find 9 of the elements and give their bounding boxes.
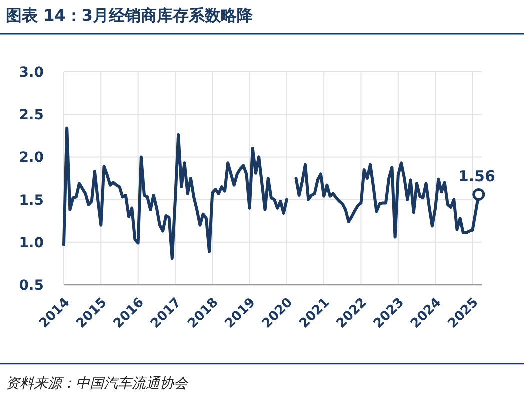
y-tick-label: 1.5 xyxy=(19,192,44,209)
text: 资料来源：中国汽车流通协会 xyxy=(6,376,189,392)
annotation: 1.56 xyxy=(458,168,496,186)
chart-title: 图表 14：3月经销商库存系数略降 xyxy=(6,6,254,25)
y-tick-label: 2.5 xyxy=(19,108,44,124)
y-tick-label: 2.0 xyxy=(19,150,44,166)
y-tick-label: 0.5 xyxy=(19,278,44,294)
y-tick-label: 3.0 xyxy=(19,65,44,81)
y-tick-label: 1.0 xyxy=(19,235,44,252)
